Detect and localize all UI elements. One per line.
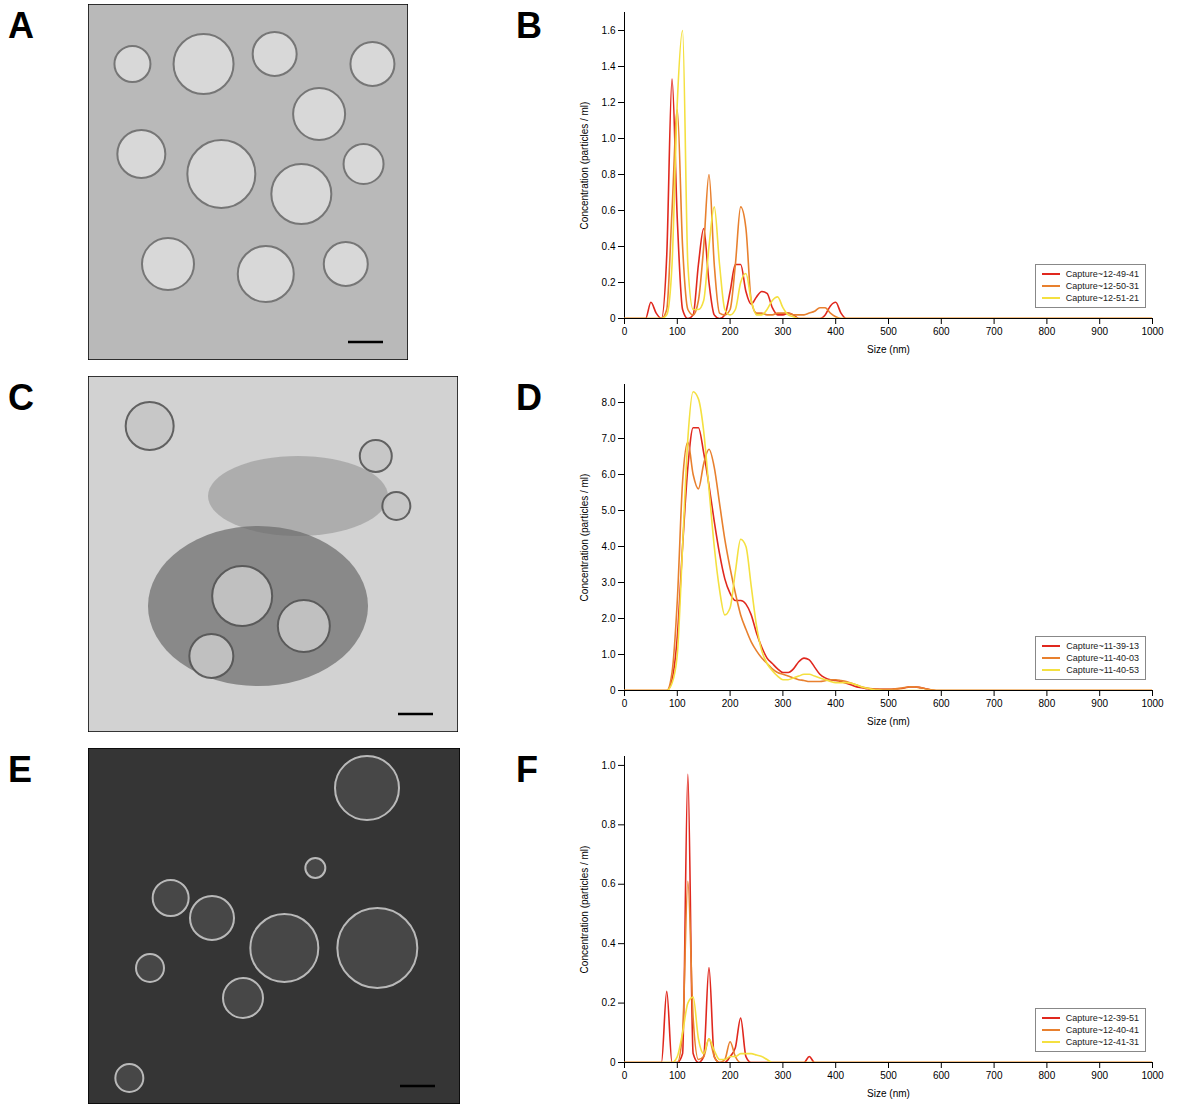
html-text:Capture~12-41-31: Capture~12-41-31 [1065,1037,1139,1047]
html-text:F: F [516,749,538,790]
html-text:C: C [8,377,34,418]
svg-text:1.6: 1.6 [602,25,616,36]
svg-text:5.0: 5.0 [602,505,616,516]
svg-text:1.0: 1.0 [602,649,616,660]
svg-text:200: 200 [722,1070,739,1081]
svg-text:0.8: 0.8 [602,169,616,180]
svg-text:400: 400 [827,1070,844,1081]
svg-text:0.2: 0.2 [602,997,616,1008]
svg-text:0: 0 [610,685,616,696]
svg-text:100: 100 [669,1070,686,1081]
svg-text:7.0: 7.0 [602,433,616,444]
svg-text:4.0: 4.0 [602,541,616,552]
svg-text:400: 400 [827,698,844,709]
svg-text:0: 0 [622,326,628,337]
svg-text:0: 0 [622,1070,628,1081]
svg-text:300: 300 [775,326,792,337]
svg-text:600: 600 [933,326,950,337]
svg-text:700: 700 [986,698,1003,709]
svg-text:0: 0 [610,1057,616,1068]
html-text:Capture~12-40-41: Capture~12-40-41 [1065,1025,1139,1035]
svg-text:1.2: 1.2 [602,97,616,108]
svg-text:800: 800 [1039,698,1056,709]
svg-text:Concentration (particles / ml): Concentration (particles / ml) [579,846,590,974]
svg-text:1000: 1000 [1141,1070,1164,1081]
svg-text:1.4: 1.4 [602,61,616,72]
html-text:Capture~11-40-03: Capture~11-40-03 [1066,653,1139,663]
svg-text:400: 400 [827,326,844,337]
html-text:Capture~12-39-51: Capture~12-39-51 [1065,1013,1139,1023]
svg-text:0.6: 0.6 [602,205,616,216]
svg-text:800: 800 [1039,1070,1056,1081]
svg-text:Concentration (particles / ml): Concentration (particles / ml) [579,474,590,602]
svg-text:1000: 1000 [1141,698,1164,709]
html-text:Capture~12-49-41: Capture~12-49-41 [1065,269,1139,279]
html-text:D: D [516,377,542,418]
svg-text:0.2: 0.2 [602,277,616,288]
svg-text:200: 200 [722,698,739,709]
svg-text:Concentration (particles / ml): Concentration (particles / ml) [579,102,590,230]
svg-text:900: 900 [1091,698,1108,709]
svg-text:Size (nm): Size (nm) [867,716,910,727]
svg-text:600: 600 [933,698,950,709]
html-text:Capture~12-50-31: Capture~12-50-31 [1065,281,1139,291]
svg-text:200: 200 [722,326,739,337]
svg-text:900: 900 [1091,326,1108,337]
svg-text:Size (nm): Size (nm) [867,1088,910,1099]
svg-text:300: 300 [775,698,792,709]
svg-text:500: 500 [880,326,897,337]
svg-text:2.0: 2.0 [602,613,616,624]
html-text:A: A [8,5,34,46]
html-text:Capture~12-51-21: Capture~12-51-21 [1065,293,1139,303]
svg-text:6.0: 6.0 [602,469,616,480]
html-text:Capture~11-39-13: Capture~11-39-13 [1066,641,1139,651]
svg-text:0: 0 [610,313,616,324]
svg-text:3.0: 3.0 [602,577,616,588]
svg-text:100: 100 [669,326,686,337]
svg-text:1.0: 1.0 [602,133,616,144]
svg-text:0: 0 [622,698,628,709]
svg-text:8.0: 8.0 [602,397,616,408]
svg-text:300: 300 [775,1070,792,1081]
svg-text:900: 900 [1091,1070,1108,1081]
html-text:E: E [8,749,32,790]
svg-text:0.6: 0.6 [602,878,616,889]
html-text:Capture~11-40-53: Capture~11-40-53 [1066,665,1139,675]
svg-text:0.8: 0.8 [602,819,616,830]
html-text:B: B [516,5,542,46]
svg-text:100: 100 [669,698,686,709]
svg-text:1000: 1000 [1141,326,1164,337]
svg-text:600: 600 [933,1070,950,1081]
svg-text:500: 500 [880,698,897,709]
svg-text:1.0: 1.0 [602,760,616,771]
svg-text:800: 800 [1039,326,1056,337]
svg-text:Size (nm): Size (nm) [867,344,910,355]
svg-text:500: 500 [880,1070,897,1081]
svg-text:0.4: 0.4 [602,241,616,252]
svg-text:0.4: 0.4 [602,938,616,949]
svg-text:700: 700 [986,326,1003,337]
svg-text:700: 700 [986,1070,1003,1081]
